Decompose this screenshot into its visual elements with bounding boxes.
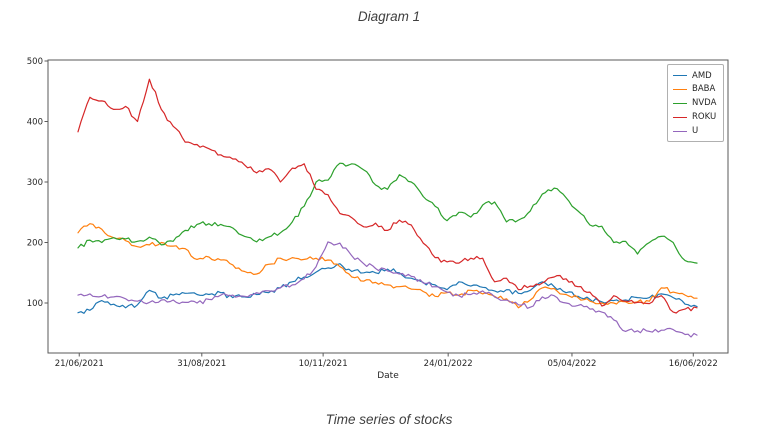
legend-entry-nvda: NVDA [673,97,723,111]
x-tick-label: 10/11/2021 [299,359,348,369]
series-line-u [77,241,698,338]
x-tick-label: 21/06/2021 [55,359,104,369]
y-tick-label: 200 [27,239,43,249]
legend-entry-amd: AMD [673,69,723,83]
legend-label: ROKU [692,112,717,123]
legend-label: AMD [692,70,712,81]
series-line-amd [77,263,698,314]
chart-legend: AMD BABA NVDA ROKU U [667,64,724,142]
x-tick-label: 16/06/2022 [669,359,718,369]
x-axis-label: Date [377,371,399,381]
stock-price-chart: 100 200 300 400 500 21/06/2021 31/08/2021 10/11… [27,57,729,381]
series-line-roku [77,78,698,314]
legend-label: U [692,125,699,136]
series-line-nvda [77,162,698,264]
legend-entry-u: U [673,124,723,138]
x-tick-label: 31/08/2021 [177,359,226,369]
legend-line-swatch-u [673,130,687,132]
legend-line-swatch-amd [673,75,687,77]
legend-line-swatch-roku [673,116,687,118]
series-line-baba [77,223,698,309]
x-tick-label: 05/04/2022 [547,359,596,369]
legend-entry-roku: ROKU [673,110,723,124]
axes-frame [47,59,729,354]
legend-label: BABA [692,84,716,95]
y-tick-label: 400 [27,118,43,128]
legend-line-swatch-nvda [673,102,687,104]
figure-caption: Time series of stocks [325,412,453,427]
figure-title: Diagram 1 [357,9,421,24]
legend-label: NVDA [692,98,717,109]
y-tick-label: 500 [27,57,43,67]
y-tick-label: 300 [27,178,43,188]
x-tick-label: 24/01/2022 [424,359,473,369]
y-tick-label: 100 [27,299,43,309]
legend-line-swatch-baba [673,89,687,91]
legend-entry-baba: BABA [673,83,723,97]
